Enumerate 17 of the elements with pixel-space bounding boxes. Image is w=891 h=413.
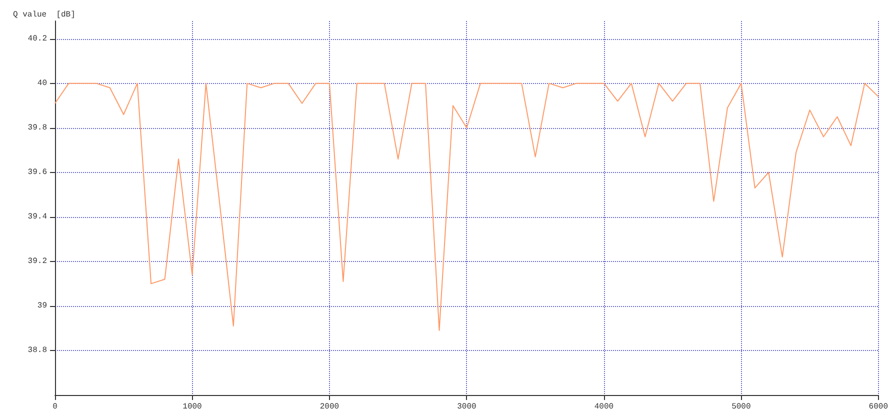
x-tick-label: 3000 xyxy=(457,402,476,412)
y-tick-label: 39.4 xyxy=(28,212,48,222)
y-axis-title: Q value [dB] xyxy=(13,10,76,20)
x-tick-label: 2000 xyxy=(320,402,340,412)
x-tick-label: 5000 xyxy=(732,402,751,412)
x-tick-label: 0 xyxy=(52,402,58,412)
line-series xyxy=(54,82,879,331)
y-tick-label: 38.8 xyxy=(28,346,48,355)
x-tick-label: 6000 xyxy=(868,402,888,412)
x-tick-label: 4000 xyxy=(594,402,614,412)
y-tick-label: 40.2 xyxy=(28,34,48,44)
y-tick-label: 40 xyxy=(37,78,48,88)
y-tick-label: 39 xyxy=(37,301,48,310)
y-tick-label: 39.2 xyxy=(28,256,48,266)
y-tick-label: 39.8 xyxy=(28,123,48,132)
x-tick-label: 1000 xyxy=(182,402,202,412)
y-tick-label: 39.6 xyxy=(28,168,48,177)
